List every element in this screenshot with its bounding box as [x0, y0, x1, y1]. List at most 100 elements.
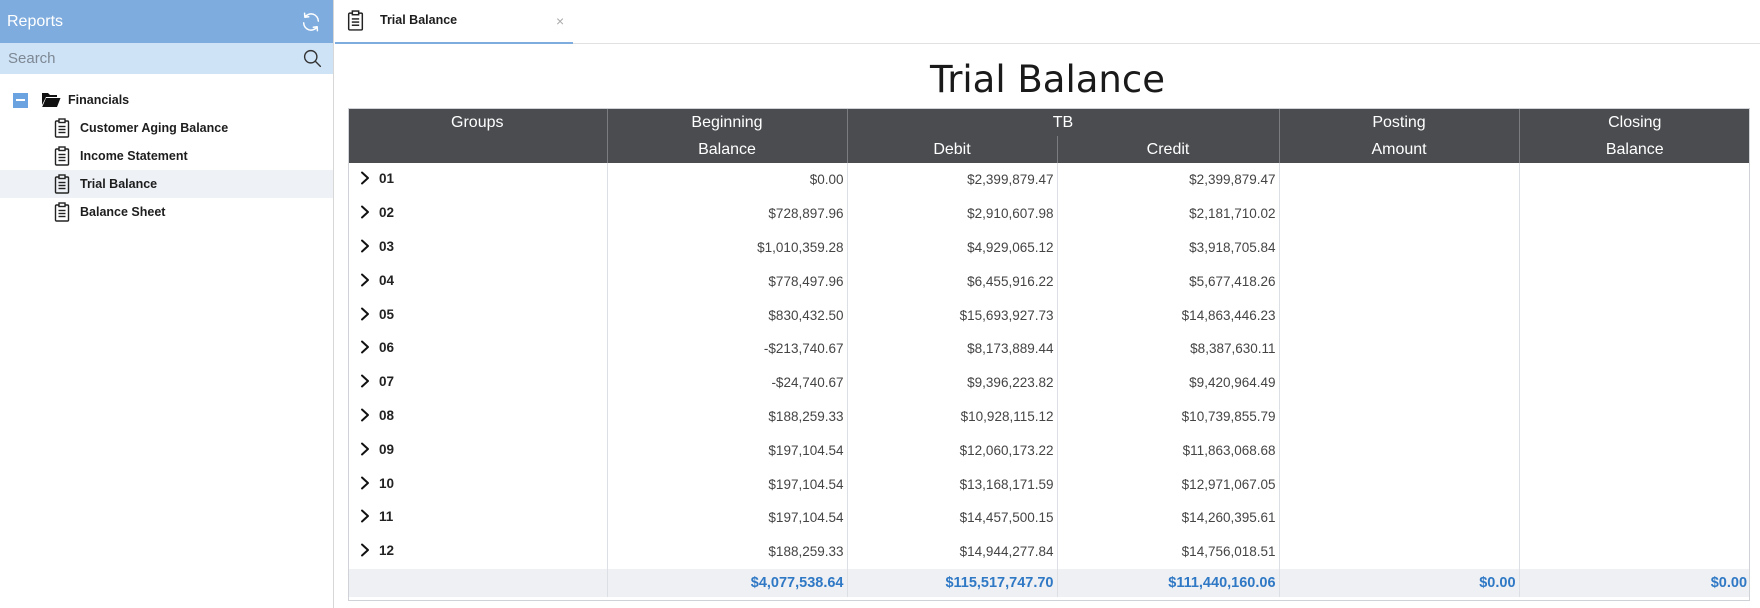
tree-item-label: Trial Balance	[80, 177, 158, 191]
table-row[interactable]: 10 $197,104.54 $13,168,171.59 $12,971,067.0…	[348, 467, 1751, 501]
clipboard-icon	[54, 118, 70, 141]
cell-credit: $2,181,710.02	[1056, 196, 1280, 231]
tab-bar: Trial Balance ×	[335, 0, 1760, 44]
chevron-right-icon[interactable]	[360, 374, 370, 391]
cell-debit: $14,457,500.15	[846, 500, 1057, 535]
cell-closing	[1518, 298, 1751, 332]
tree-item-income-statement[interactable]: Income Statement	[0, 142, 333, 170]
tree-folder-label: Financials	[68, 93, 130, 107]
chevron-right-icon[interactable]	[360, 476, 370, 493]
cell-beginning: $778,497.96	[606, 264, 847, 299]
cell-closing	[1518, 163, 1751, 197]
header-closing-bottom[interactable]: Balance	[1518, 136, 1751, 163]
group-label: 05	[379, 306, 395, 322]
search-input[interactable]	[8, 50, 278, 67]
table-row[interactable]: 01 $0.00 $2,399,879.47 $2,399,879.47	[348, 163, 1751, 197]
table-row[interactable]: 04 $778,497.96 $6,455,916.22 $5,677,418.26	[348, 264, 1751, 299]
chevron-right-icon[interactable]	[360, 171, 370, 188]
cell-beginning: $1,010,359.28	[606, 230, 847, 265]
chevron-right-icon[interactable]	[360, 340, 370, 357]
total-posting: $0.00	[1278, 568, 1520, 597]
header-beginning-bottom[interactable]: Balance	[606, 136, 847, 163]
cell-beginning: $197,104.54	[606, 500, 847, 535]
cell-posting	[1278, 534, 1520, 569]
chevron-right-icon[interactable]	[360, 273, 370, 290]
table-row[interactable]: 02 $728,897.96 $2,910,607.98 $2,181,710.02	[348, 196, 1751, 231]
table-body: 01 $0.00 $2,399,879.47 $2,399,879.47 02 $728,…	[348, 163, 1751, 569]
table-row[interactable]: 11 $197,104.54 $14,457,500.15 $14,260,395.6…	[348, 500, 1751, 535]
cell-posting	[1278, 298, 1520, 332]
header-debit[interactable]: Debit	[846, 136, 1057, 163]
header-posting-bottom[interactable]: Amount	[1278, 136, 1520, 163]
total-debit: $115,517,747.70	[846, 568, 1057, 597]
search-icon[interactable]	[301, 48, 323, 70]
chevron-right-icon[interactable]	[360, 509, 370, 526]
chevron-right-icon[interactable]	[360, 543, 370, 560]
cell-group: 07	[348, 366, 607, 400]
chevron-right-icon[interactable]	[360, 239, 370, 256]
tree-item-label: Customer Aging Balance	[80, 121, 229, 135]
table-row[interactable]: 05 $830,432.50 $15,693,927.73 $14,863,446.2…	[348, 298, 1751, 332]
group-label: 03	[379, 239, 395, 255]
cell-credit: $8,387,630.11	[1056, 331, 1280, 366]
clipboard-icon	[347, 10, 364, 36]
tree-item-trial-balance[interactable]: Trial Balance	[0, 170, 333, 198]
header-credit[interactable]: Credit	[1056, 136, 1280, 163]
cell-group: 01	[348, 163, 607, 197]
tab-trial-balance[interactable]: Trial Balance ×	[335, 0, 573, 44]
cell-debit: $13,168,171.59	[846, 467, 1057, 501]
chevron-right-icon[interactable]	[360, 307, 370, 324]
cell-closing	[1518, 399, 1751, 434]
chevron-right-icon[interactable]	[360, 408, 370, 425]
table-row[interactable]: 08 $188,259.33 $10,928,115.12 $10,739,855.7…	[348, 399, 1751, 434]
cell-closing	[1518, 534, 1751, 569]
header-groups[interactable]: Groups	[348, 109, 607, 163]
cell-group: 09	[348, 433, 607, 467]
totals-row: $4,077,538.64 $115,517,747.70 $111,440,1…	[348, 568, 1751, 597]
cell-closing	[1518, 365, 1751, 400]
table-row[interactable]: 06 -$213,740.67 $8,173,889.44 $8,387,630.11	[348, 331, 1751, 366]
close-icon[interactable]: ×	[556, 13, 565, 29]
header-closing-top[interactable]: Closing	[1518, 109, 1751, 136]
chevron-right-icon[interactable]	[360, 205, 370, 222]
cell-credit: $12,971,067.05	[1056, 467, 1280, 501]
cell-closing	[1518, 264, 1751, 299]
cell-debit: $4,929,065.12	[846, 230, 1057, 265]
header-posting-top[interactable]: Posting	[1278, 109, 1520, 136]
cell-beginning: $188,259.33	[606, 399, 847, 434]
cell-posting	[1278, 196, 1520, 231]
group-label: 07	[379, 374, 395, 390]
cell-credit: $14,756,018.51	[1056, 534, 1280, 569]
table-row[interactable]: 12 $188,259.33 $14,944,277.84 $14,756,018.5…	[348, 534, 1751, 569]
tree-item-label: Income Statement	[80, 149, 188, 163]
total-credit: $111,440,160.06	[1056, 568, 1280, 597]
tree-item-label: Balance Sheet	[80, 205, 166, 219]
cell-group: 11	[348, 501, 607, 535]
header-tb[interactable]: TB	[846, 109, 1280, 136]
clipboard-icon	[54, 202, 70, 225]
cell-beginning: $830,432.50	[606, 298, 847, 332]
table-row[interactable]: 09 $197,104.54 $12,060,173.22 $11,863,068.6…	[348, 433, 1751, 468]
cell-credit: $14,260,395.61	[1056, 500, 1280, 535]
cell-group: 12	[348, 535, 607, 569]
collapse-minus-icon[interactable]	[13, 92, 28, 108]
cell-debit: $2,399,879.47	[846, 163, 1057, 197]
tree-folder-financials[interactable]: Financials	[0, 86, 333, 114]
cell-posting	[1278, 264, 1520, 299]
cell-debit: $8,173,889.44	[846, 331, 1057, 366]
cell-credit: $9,420,964.49	[1056, 365, 1280, 400]
refresh-icon[interactable]	[299, 10, 323, 34]
chevron-right-icon[interactable]	[360, 442, 370, 459]
tree-item-customer-aging-balance[interactable]: Customer Aging Balance	[0, 114, 333, 142]
cell-group: 06	[348, 332, 607, 366]
sidebar-header: Reports	[0, 0, 333, 43]
cell-posting	[1278, 365, 1520, 400]
table-row[interactable]: 03 $1,010,359.28 $4,929,065.12 $3,918,705.8…	[348, 230, 1751, 265]
table-row[interactable]: 07 -$24,740.67 $9,396,223.82 $9,420,964.49	[348, 365, 1751, 400]
group-label: 12	[379, 543, 395, 559]
cell-credit: $3,918,705.84	[1056, 230, 1280, 265]
tree-item-balance-sheet[interactable]: Balance Sheet	[0, 198, 333, 226]
cell-debit: $9,396,223.82	[846, 365, 1057, 400]
header-beginning-top[interactable]: Beginning	[606, 109, 847, 136]
